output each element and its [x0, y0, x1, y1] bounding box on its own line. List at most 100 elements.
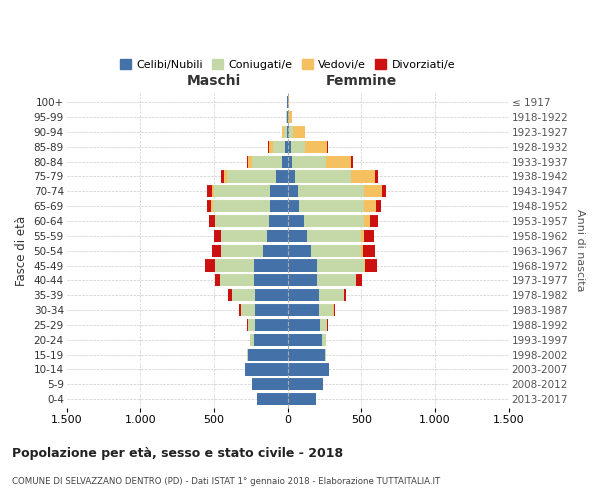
- Bar: [292, 156, 326, 168]
- Bar: [370, 215, 377, 227]
- Bar: [287, 170, 295, 182]
- Bar: [245, 364, 287, 376]
- Bar: [267, 230, 287, 242]
- Bar: [253, 378, 287, 390]
- Bar: [287, 289, 319, 302]
- Bar: [209, 215, 215, 227]
- Bar: [289, 126, 293, 138]
- Bar: [307, 230, 361, 242]
- Bar: [221, 244, 263, 257]
- Bar: [250, 334, 254, 346]
- Bar: [228, 289, 232, 302]
- Bar: [351, 156, 353, 168]
- Bar: [214, 185, 270, 198]
- Bar: [224, 170, 227, 182]
- Bar: [295, 170, 351, 182]
- Bar: [205, 260, 215, 272]
- Bar: [214, 230, 221, 242]
- Bar: [319, 304, 334, 316]
- Bar: [344, 289, 346, 302]
- Bar: [221, 170, 224, 182]
- Bar: [287, 156, 292, 168]
- Bar: [247, 156, 248, 168]
- Bar: [287, 111, 289, 123]
- Bar: [361, 230, 364, 242]
- Bar: [305, 140, 328, 153]
- Bar: [287, 185, 298, 198]
- Y-axis label: Fasce di età: Fasce di età: [15, 216, 28, 286]
- Bar: [317, 260, 364, 272]
- Bar: [289, 111, 292, 123]
- Text: Popolazione per età, sesso e stato civile - 2018: Popolazione per età, sesso e stato civil…: [12, 448, 343, 460]
- Bar: [287, 334, 322, 346]
- Bar: [287, 304, 319, 316]
- Bar: [248, 319, 255, 331]
- Bar: [322, 334, 326, 346]
- Text: Maschi: Maschi: [187, 74, 241, 88]
- Y-axis label: Anni di nascita: Anni di nascita: [575, 210, 585, 292]
- Bar: [287, 244, 311, 257]
- Bar: [320, 319, 328, 331]
- Bar: [287, 319, 320, 331]
- Bar: [284, 126, 287, 138]
- Bar: [248, 348, 287, 360]
- Bar: [211, 200, 212, 212]
- Bar: [247, 348, 248, 360]
- Bar: [374, 170, 379, 182]
- Bar: [311, 244, 361, 257]
- Bar: [276, 170, 287, 182]
- Bar: [282, 126, 284, 138]
- Bar: [356, 274, 362, 286]
- Bar: [287, 274, 317, 286]
- Bar: [364, 185, 382, 198]
- Bar: [255, 304, 287, 316]
- Bar: [287, 230, 307, 242]
- Bar: [364, 200, 376, 212]
- Bar: [326, 156, 351, 168]
- Bar: [212, 185, 214, 198]
- Bar: [212, 244, 221, 257]
- Bar: [364, 260, 365, 272]
- Bar: [254, 260, 287, 272]
- Bar: [304, 215, 364, 227]
- Bar: [232, 289, 255, 302]
- Bar: [299, 200, 364, 212]
- Bar: [287, 126, 289, 138]
- Bar: [248, 156, 253, 168]
- Bar: [282, 156, 287, 168]
- Bar: [317, 274, 356, 286]
- Bar: [376, 200, 381, 212]
- Bar: [287, 364, 329, 376]
- Bar: [287, 348, 325, 360]
- Bar: [286, 111, 287, 123]
- Bar: [212, 200, 270, 212]
- Bar: [239, 304, 241, 316]
- Text: Femmine: Femmine: [326, 74, 397, 88]
- Bar: [298, 185, 364, 198]
- Bar: [254, 274, 287, 286]
- Bar: [287, 140, 290, 153]
- Bar: [255, 289, 287, 302]
- Bar: [287, 378, 323, 390]
- Bar: [287, 260, 317, 272]
- Bar: [255, 319, 287, 331]
- Bar: [334, 304, 335, 316]
- Bar: [382, 185, 386, 198]
- Bar: [227, 170, 276, 182]
- Bar: [254, 334, 287, 346]
- Bar: [273, 140, 285, 153]
- Bar: [319, 289, 344, 302]
- Bar: [287, 393, 316, 405]
- Bar: [285, 140, 287, 153]
- Bar: [351, 170, 374, 182]
- Bar: [241, 304, 255, 316]
- Bar: [221, 230, 267, 242]
- Bar: [364, 230, 374, 242]
- Bar: [257, 393, 287, 405]
- Bar: [208, 185, 212, 198]
- Bar: [269, 215, 287, 227]
- Bar: [293, 126, 305, 138]
- Bar: [363, 244, 374, 257]
- Bar: [270, 200, 287, 212]
- Bar: [215, 274, 220, 286]
